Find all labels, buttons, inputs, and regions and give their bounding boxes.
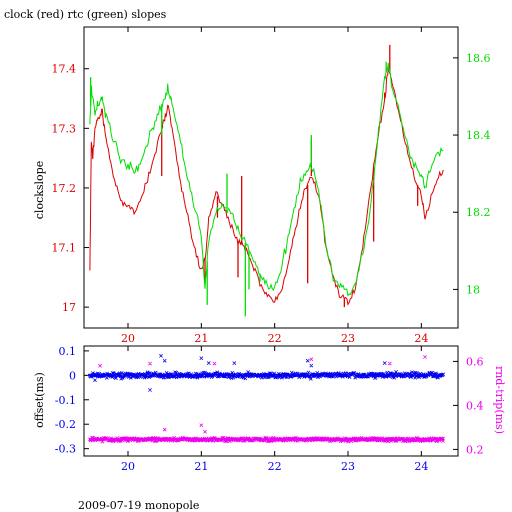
bottom-plot: 20 21 22 23 24 -0.3 -0.2 -0.1 0 0.1 0.2 0.4 0.6 of… bbox=[33, 345, 506, 473]
series-line-green bbox=[89, 62, 444, 297]
chart-title: clock (red) rtc (green) slopes bbox=[4, 8, 167, 21]
top-y2-tick-label: 18 bbox=[466, 283, 480, 296]
scatter-points-magenta bbox=[88, 355, 445, 444]
bottom-y-tick-label: -0.2 bbox=[55, 418, 76, 431]
bottom-x-tick-label: 22 bbox=[268, 460, 282, 473]
bottom-y-axis-label: offset(ms) bbox=[33, 372, 46, 428]
scatter-points-blue bbox=[87, 353, 446, 392]
bottom-x-tick-label: 23 bbox=[341, 460, 355, 473]
bottom-plot-frame bbox=[83, 345, 459, 457]
bottom-y2-axis-label: rnd-trip(ms) bbox=[493, 366, 506, 434]
top-x-tick-label: 23 bbox=[341, 332, 355, 345]
top-y-tick-label: 17 bbox=[62, 301, 76, 314]
top-y-axis: 17 17.1 17.2 17.3 17.4 bbox=[52, 63, 89, 314]
top-y-tick-label: 17.1 bbox=[52, 242, 77, 255]
top-x-tick-label: 24 bbox=[414, 332, 428, 345]
top-plot: 20 21 22 23 24 17 17.1 17.2 17.3 17.4 18 18.2 18.4… bbox=[33, 26, 491, 345]
bottom-y2-tick-label: 0.6 bbox=[466, 355, 484, 368]
top-y-axis-label: clockslope bbox=[33, 161, 46, 219]
bottom-y-tick-label: 0.1 bbox=[59, 345, 77, 358]
bottom-x-tick-label: 21 bbox=[194, 460, 208, 473]
bottom-y-tick-label: -0.3 bbox=[55, 443, 76, 456]
bottom-x-axis: 20 21 22 23 24 bbox=[121, 346, 428, 473]
top-y2-tick-label: 18.4 bbox=[466, 129, 491, 142]
top-y-tick-label: 17.3 bbox=[52, 122, 77, 135]
top-series-layer bbox=[89, 44, 444, 317]
top-plot-frame bbox=[83, 26, 459, 329]
top-y2-tick-label: 18.2 bbox=[466, 206, 491, 219]
top-y-tick-label: 17.4 bbox=[52, 63, 77, 76]
bottom-y-tick-label: 0 bbox=[69, 369, 76, 382]
bottom-series-layer bbox=[87, 353, 446, 444]
bottom-x-tick-label: 20 bbox=[121, 460, 135, 473]
top-x-tick-label: 21 bbox=[194, 332, 208, 345]
top-x-tick-label: 22 bbox=[268, 332, 282, 345]
top-x-tick-label: 20 bbox=[121, 332, 135, 345]
footer-label: 2009-07-19 monopole bbox=[78, 499, 199, 512]
top-y2-axis: 18 18.2 18.4 18.6 bbox=[453, 52, 491, 296]
bottom-y2-tick-label: 0.2 bbox=[466, 443, 484, 456]
bottom-y2-tick-label: 0.4 bbox=[466, 399, 484, 412]
series-line-red bbox=[89, 67, 444, 306]
bottom-y-axis: -0.3 -0.2 -0.1 0 0.1 bbox=[55, 345, 89, 456]
bottom-y2-axis: 0.2 0.4 0.6 bbox=[453, 355, 484, 456]
bottom-x-tick-label: 24 bbox=[414, 460, 428, 473]
top-y-tick-label: 17.2 bbox=[52, 182, 77, 195]
top-x-axis: 20 21 22 23 24 bbox=[121, 27, 428, 345]
top-y2-tick-label: 18.6 bbox=[466, 52, 491, 65]
bottom-y-tick-label: -0.1 bbox=[55, 394, 76, 407]
